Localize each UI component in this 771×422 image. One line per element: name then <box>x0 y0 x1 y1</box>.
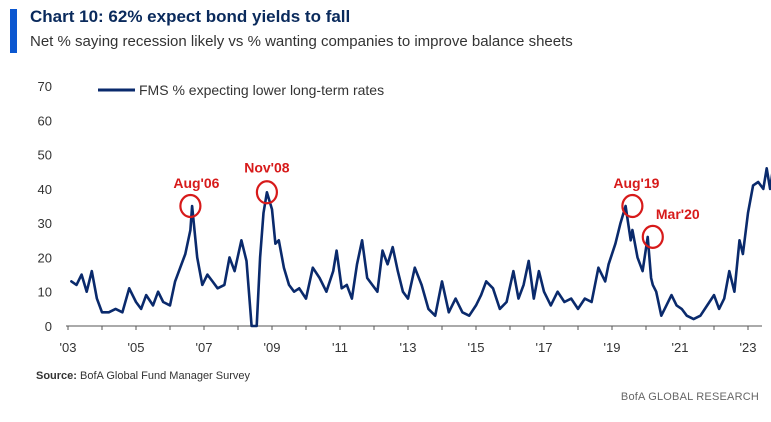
x-tick-label: '21 <box>672 340 689 355</box>
annotation-circle <box>641 224 664 249</box>
legend: FMS % expecting lower long-term rates <box>98 82 384 98</box>
y-tick-label: 50 <box>38 148 52 163</box>
series-line-0 <box>70 167 771 328</box>
x-tick-label: '23 <box>740 340 757 355</box>
legend-label: FMS % expecting lower long-term rates <box>139 82 384 98</box>
x-tick-label: '05 <box>128 340 145 355</box>
x-tick-label: '15 <box>468 340 485 355</box>
y-tick-label: 60 <box>38 113 52 128</box>
annotation-label: Nov'08 <box>244 159 290 175</box>
annotation-circle <box>255 180 278 205</box>
x-tick-label: '13 <box>400 340 417 355</box>
y-tick-label: 0 <box>45 319 52 334</box>
x-axis: '03 '05 '07 '09 '11 '13 '15 '17 '19 '21 '23 <box>60 325 762 355</box>
chart-subtitle: Net % saying recession likely vs % wanti… <box>30 33 573 50</box>
annotation-circle <box>179 193 202 219</box>
source-label: Source: <box>36 370 77 382</box>
annotation-label: Aug'19 <box>613 175 659 191</box>
annotation-circle <box>621 193 644 219</box>
x-tick-label: '09 <box>264 340 281 355</box>
x-tick-label: '07 <box>196 340 213 355</box>
y-tick-label: 30 <box>38 216 52 231</box>
brand-label: BofA GLOBAL RESEARCH <box>620 391 759 403</box>
y-tick-label: 40 <box>38 182 52 197</box>
series-group <box>70 167 771 328</box>
source-text: BofA Global Fund Manager Survey <box>80 370 251 382</box>
x-tick-label: '19 <box>604 340 621 355</box>
x-tick-label: '17 <box>536 340 553 355</box>
annotations: Aug'06 Nov'08 Aug'19 Mar'20 <box>173 159 700 249</box>
annotation-label: Mar'20 <box>656 206 700 222</box>
y-axis: 0 10 20 30 40 50 60 70 <box>38 79 52 334</box>
y-tick-label: 10 <box>38 285 52 300</box>
x-tick-label: '03 <box>60 340 77 355</box>
y-tick-label: 20 <box>38 250 52 265</box>
accent-bar <box>10 9 17 53</box>
source-note: Source: BofA Global Fund Manager Survey <box>36 370 250 382</box>
x-tick-label: '11 <box>332 340 348 355</box>
y-tick-label: 70 <box>38 79 52 94</box>
chart-title: Chart 10: 62% expect bond yields to fall <box>30 7 351 26</box>
annotation-label: Aug'06 <box>173 175 219 191</box>
